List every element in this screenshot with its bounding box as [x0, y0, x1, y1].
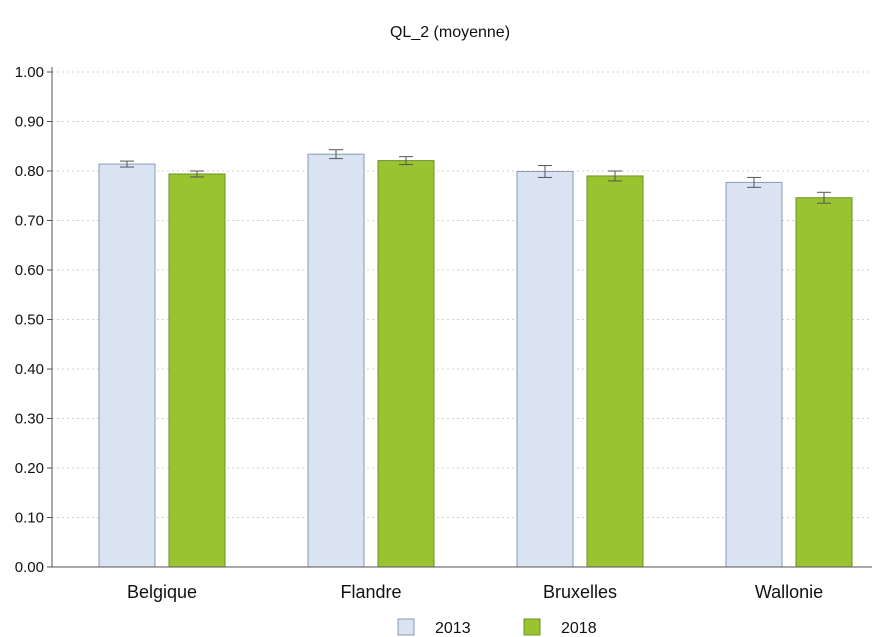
category-label-wallonie: Wallonie — [755, 582, 823, 602]
y-tick-label: 0.60 — [15, 262, 44, 279]
legend: 2013 2018 — [397, 618, 597, 637]
y-tick-label: 0.20 — [15, 460, 44, 477]
y-tick-label: 0.50 — [15, 312, 44, 329]
category-label-flandre: Flandre — [340, 582, 401, 602]
legend-label-2013: 2013 — [435, 620, 471, 637]
bar-2013-wallonie — [725, 181, 783, 568]
category-labels: Belgique Flandre Bruxelles Wallonie — [127, 582, 823, 602]
chart-title: QL_2 (moyenne) — [390, 24, 510, 41]
bar-2018-belgique — [168, 173, 226, 568]
y-tick-labels: 0.00 0.10 0.20 0.30 0.40 0.50 0.60 0.70 0.80 0.90… — [15, 64, 44, 576]
bar-2018-wallonie — [795, 197, 853, 568]
y-tick-label: 0.40 — [15, 361, 44, 378]
legend-swatch-2013 — [397, 618, 415, 636]
bar-2018-bruxelles — [586, 175, 644, 568]
axes — [47, 67, 872, 568]
legend-swatch-2018 — [523, 618, 541, 636]
category-label-bruxelles: Bruxelles — [543, 582, 617, 602]
y-tick-label: 0.80 — [15, 163, 44, 180]
bar-2018-flandre — [377, 160, 435, 568]
bar-2013-bruxelles — [516, 170, 574, 568]
y-tick-label: 0.30 — [15, 411, 44, 428]
bar-2013-flandre — [307, 153, 365, 568]
bar-2013-belgique — [98, 163, 156, 568]
error-bars — [120, 149, 831, 204]
y-tick-label: 0.10 — [15, 510, 44, 527]
y-tick-label: 1.00 — [15, 64, 44, 81]
category-label-belgique: Belgique — [127, 582, 197, 602]
bars — [98, 153, 853, 568]
legend-label-2018: 2018 — [561, 620, 597, 637]
y-tick-label: 0.90 — [15, 114, 44, 131]
y-tick-label: 0.70 — [15, 213, 44, 230]
y-tick-label: 0.00 — [15, 559, 44, 576]
